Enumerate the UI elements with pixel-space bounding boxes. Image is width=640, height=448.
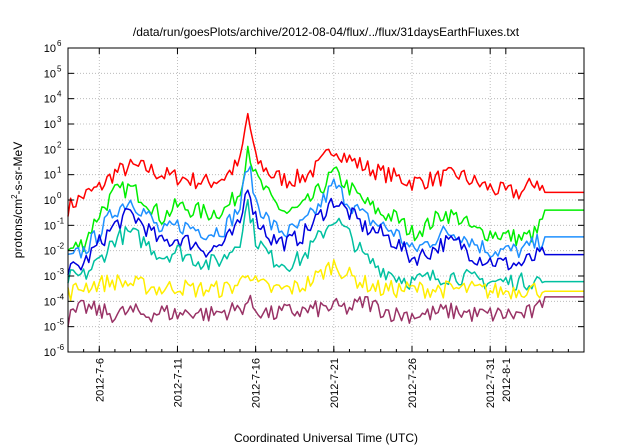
y-tick-base: 10 — [44, 271, 56, 283]
y-tick-exponent: -3 — [57, 267, 65, 276]
y-tick-exponent: -6 — [57, 343, 65, 352]
y-tick-exponent: -4 — [57, 292, 65, 301]
y-tick-label: 10 — [44, 195, 56, 207]
y-tick-base: 10 — [44, 94, 56, 106]
y-axis-label-unit: -s-sr-MeV — [11, 142, 25, 195]
series-line-6 — [67, 259, 584, 302]
chart-title: /data/run/goesPlots/archive/2012-08-04/f… — [133, 25, 520, 39]
y-tick-exponent: 5 — [57, 64, 62, 73]
y-tick-base: 10 — [44, 296, 56, 308]
y-tick-base: 10 — [44, 347, 56, 359]
y-axis-label: protons/cm2-s-sr-MeV — [10, 142, 25, 258]
y-tick-base: 10 — [44, 144, 56, 156]
series-line-3 — [67, 165, 584, 259]
y-tick-base: 10 — [44, 322, 56, 334]
y-tick-label: 10 — [44, 220, 56, 232]
y-tick-label: 10 — [44, 119, 56, 131]
y-tick-exponent: -5 — [57, 318, 65, 327]
y-tick-base: 10 — [44, 68, 56, 80]
y-tick-label: 10 — [44, 68, 56, 80]
y-axis-label-exponent: 2 — [10, 194, 19, 199]
y-tick-exponent: 6 — [57, 39, 62, 48]
y-tick-exponent: 0 — [57, 191, 62, 200]
x-tick-label: 2012-8-1 — [501, 358, 513, 402]
x-tick-label: 2012-7-16 — [251, 358, 263, 408]
grid-lines — [68, 48, 584, 352]
series-line-2 — [67, 145, 584, 253]
y-tick-label: 10 — [44, 246, 56, 258]
y-tick-label: 10 — [44, 94, 56, 106]
y-tick-exponent: 4 — [57, 90, 62, 99]
y-tick-base: 10 — [44, 195, 56, 207]
y-tick-base: 10 — [44, 43, 56, 55]
y-tick-exponent: 1 — [57, 166, 62, 175]
y-tick-label: 10 — [44, 43, 56, 55]
y-axis: 10 -610 -510 -410 -310 -210 -110 010 110 210 310 41… — [44, 39, 584, 359]
series-line-4 — [67, 189, 584, 276]
x-axis: 2012-7-6 2012-7-11 2012-7-16 2012-7-21 2012-… — [67, 48, 585, 408]
y-tick-label: 10 — [44, 271, 56, 283]
series-line-5 — [67, 198, 584, 291]
y-tick-base: 10 — [44, 246, 56, 258]
y-tick-exponent: -1 — [57, 216, 65, 225]
y-tick-exponent: 2 — [57, 140, 62, 149]
x-tick-label: 2012-7-26 — [407, 358, 419, 408]
y-tick-label: 10 — [44, 296, 56, 308]
x-tick-label: 2012-7-31 — [485, 358, 497, 408]
y-axis-label-main: protons/cm — [11, 199, 25, 258]
y-tick-exponent: 3 — [57, 115, 62, 124]
x-axis-label: Coordinated Universal Time (UTC) — [234, 431, 418, 445]
series-line-1 — [67, 112, 584, 217]
x-tick-label: 2012-7-6 — [94, 358, 106, 402]
x-tick-label: 2012-7-11 — [172, 358, 184, 407]
y-tick-base: 10 — [44, 170, 56, 182]
series-layer — [67, 112, 584, 327]
y-tick-base: 10 — [44, 119, 56, 131]
x-tick-label: 2012-7-21 — [329, 358, 341, 408]
y-tick-label: 10 — [44, 322, 56, 334]
y-tick-label: 10 — [44, 170, 56, 182]
y-tick-label: 10 — [44, 347, 56, 359]
series-line-7 — [67, 294, 584, 327]
y-tick-exponent: -2 — [57, 242, 65, 251]
y-tick-label: 10 — [44, 144, 56, 156]
y-tick-base: 10 — [44, 220, 56, 232]
